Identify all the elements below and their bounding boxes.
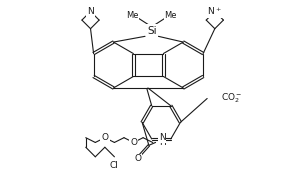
Text: CO$_2^-$: CO$_2^-$ <box>221 92 242 105</box>
Text: H: H <box>159 138 166 147</box>
Text: Me: Me <box>165 11 177 20</box>
Text: O: O <box>101 133 108 142</box>
Text: N$^+$: N$^+$ <box>207 6 222 17</box>
Text: Cl: Cl <box>110 161 119 170</box>
Text: Me: Me <box>126 11 139 20</box>
Text: N: N <box>87 7 94 16</box>
Text: Si: Si <box>147 26 157 36</box>
Text: N: N <box>159 133 166 142</box>
Text: O: O <box>135 154 142 163</box>
Text: O: O <box>130 138 137 147</box>
